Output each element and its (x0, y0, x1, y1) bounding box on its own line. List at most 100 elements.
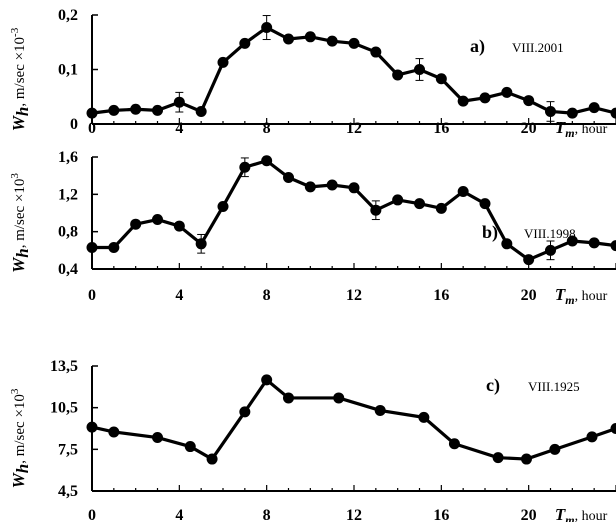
panel-c-data-point (152, 432, 163, 444)
panel-a-data-point (283, 33, 294, 45)
panel-a-y-tick-label: 0,1 (58, 62, 78, 79)
panel-b-data-point (523, 254, 535, 266)
panel-b-data-point (545, 244, 556, 256)
panel-c-data-point (492, 452, 504, 464)
panel-b-data-point (108, 242, 120, 254)
panel-a-data-point (326, 35, 338, 47)
panel-b-data-point (283, 172, 294, 184)
panel-c-x-tick-label: 0 (88, 507, 96, 522)
panel-c-data-point (520, 453, 532, 465)
panel-c-x-axis-label: Tm, hour (555, 505, 608, 522)
panel-b-data-point (261, 155, 273, 167)
panel-a-data-point (479, 92, 491, 104)
panel-a-x-tick-label: 16 (433, 120, 449, 137)
panel-a-data-point (566, 107, 578, 119)
panel-c-y-tick-label: 4,5 (58, 483, 78, 500)
panel-c-data-point (374, 404, 386, 416)
panel-b-y-tick-label: 1,6 (58, 149, 78, 166)
panel-a-y-axis-label: Wh, m/sec ×10-3 (9, 27, 32, 131)
panel-c-y-tick-label: 13,5 (50, 358, 78, 375)
panel-c-x-tick-label: 16 (433, 507, 449, 522)
panel-c-data-point (333, 392, 345, 404)
panel-b-data-point (195, 238, 207, 250)
panel-a-x-tick-label: 20 (521, 120, 537, 137)
panel-b-data-point (86, 242, 98, 254)
panel-c-x-tick-label: 20 (521, 507, 537, 522)
panel-c-panel-label: c) (486, 375, 500, 396)
panel-a-data-point (348, 37, 360, 49)
panel-b-data-point (610, 240, 616, 252)
panel-c-y-axis-label: Wh, m/sec ×103 (9, 388, 32, 488)
panel-c-x-tick-label: 4 (175, 507, 183, 522)
panel-a-data-point (610, 107, 616, 119)
panel-b-x-tick-label: 4 (175, 287, 183, 304)
panel-b-data-point (173, 220, 185, 232)
panel-a-data-point (261, 22, 273, 34)
panel-b-x-tick-label: 0 (88, 287, 96, 304)
panel-a-data-point (86, 107, 98, 119)
panel-c-annotation: VIII.1925 (528, 379, 580, 394)
panel-a-data-point (108, 104, 120, 116)
panel-c-data-point (549, 443, 561, 455)
panel-c-data-point (261, 374, 273, 386)
panel-b-data-point (414, 198, 425, 210)
panel-c-data-point (283, 392, 294, 404)
panel-b-data-point (217, 200, 229, 212)
panel-c-x-tick-label: 12 (346, 507, 362, 522)
panel-b-data-point (435, 202, 447, 214)
panel-a-data-point (435, 73, 447, 85)
panel-a-x-tick-label: 4 (175, 120, 183, 137)
panel-a-x-tick-label: 0 (88, 120, 96, 137)
panel-b-data-point (239, 161, 251, 173)
panel-b-data-point (566, 235, 578, 247)
panel-a-data-point (195, 105, 207, 117)
panel-b-y-tick-label: 0,8 (58, 224, 78, 241)
panel-a-y-tick-label: 0 (70, 116, 78, 133)
panel-c-data-point (418, 411, 430, 423)
panel-b-data-point (130, 218, 142, 230)
panel-b-x-axis-label: Tm, hour (555, 285, 608, 307)
panel-c-data-point (239, 406, 251, 418)
panel-a-data-point (217, 56, 229, 68)
panel-a-data-point (304, 31, 316, 43)
panel-b-data-point (479, 198, 491, 210)
panel-c-data-point (206, 453, 218, 465)
panel-b-panel-label: b) (482, 222, 498, 243)
panel-b-data-point (392, 194, 404, 206)
panel-b-data-point (348, 182, 360, 194)
panel-c-x-tick-label: 8 (263, 507, 271, 522)
panel-a-data-point (130, 103, 142, 115)
panel-c-y-tick-label: 7,5 (58, 441, 78, 458)
panel-b-data-point (501, 238, 513, 250)
panel-b-x-tick-label: 12 (346, 287, 362, 304)
panel-a-data-point (370, 46, 382, 58)
panel-b-data-point (370, 204, 382, 216)
panel-b-data-point (152, 214, 163, 226)
panel-a-data-point (523, 95, 535, 107)
panel-a-annotation: VIII.2001 (512, 40, 564, 55)
panel-c-y-tick-label: 10,5 (50, 400, 78, 417)
panel-a-x-tick-label: 12 (346, 120, 362, 137)
panel-b-x-tick-label: 20 (521, 287, 537, 304)
panel-b-data-point (326, 179, 338, 191)
panel-a-x-axis-label: Tm, hour (555, 118, 608, 140)
panel-a-panel-label: a) (470, 36, 485, 57)
panel-b-x-tick-label: 16 (433, 287, 449, 304)
panel-c-data-point (108, 426, 120, 438)
panel-a-data-point (173, 96, 185, 108)
panel-c-data-point (448, 438, 460, 450)
panel-b-data-point (588, 237, 600, 249)
panel-a-data-point (414, 64, 425, 75)
panel-b-y-tick-label: 0,4 (58, 261, 78, 278)
panel-b-y-tick-label: 1,2 (58, 186, 78, 203)
panel-c-data-point (586, 431, 598, 443)
panel-a-data-point (457, 95, 469, 107)
panel-b-series-line (92, 159, 616, 262)
panel-a-data-point (392, 69, 404, 81)
panel-c-data-point (610, 423, 616, 434)
panel-a-data-point (152, 104, 163, 116)
panel-b-y-axis-label: Wh, m/sec ×103 (9, 173, 32, 273)
panel-b-data-point (457, 186, 469, 198)
panel-a-y-tick-label: 0,2 (58, 7, 78, 24)
